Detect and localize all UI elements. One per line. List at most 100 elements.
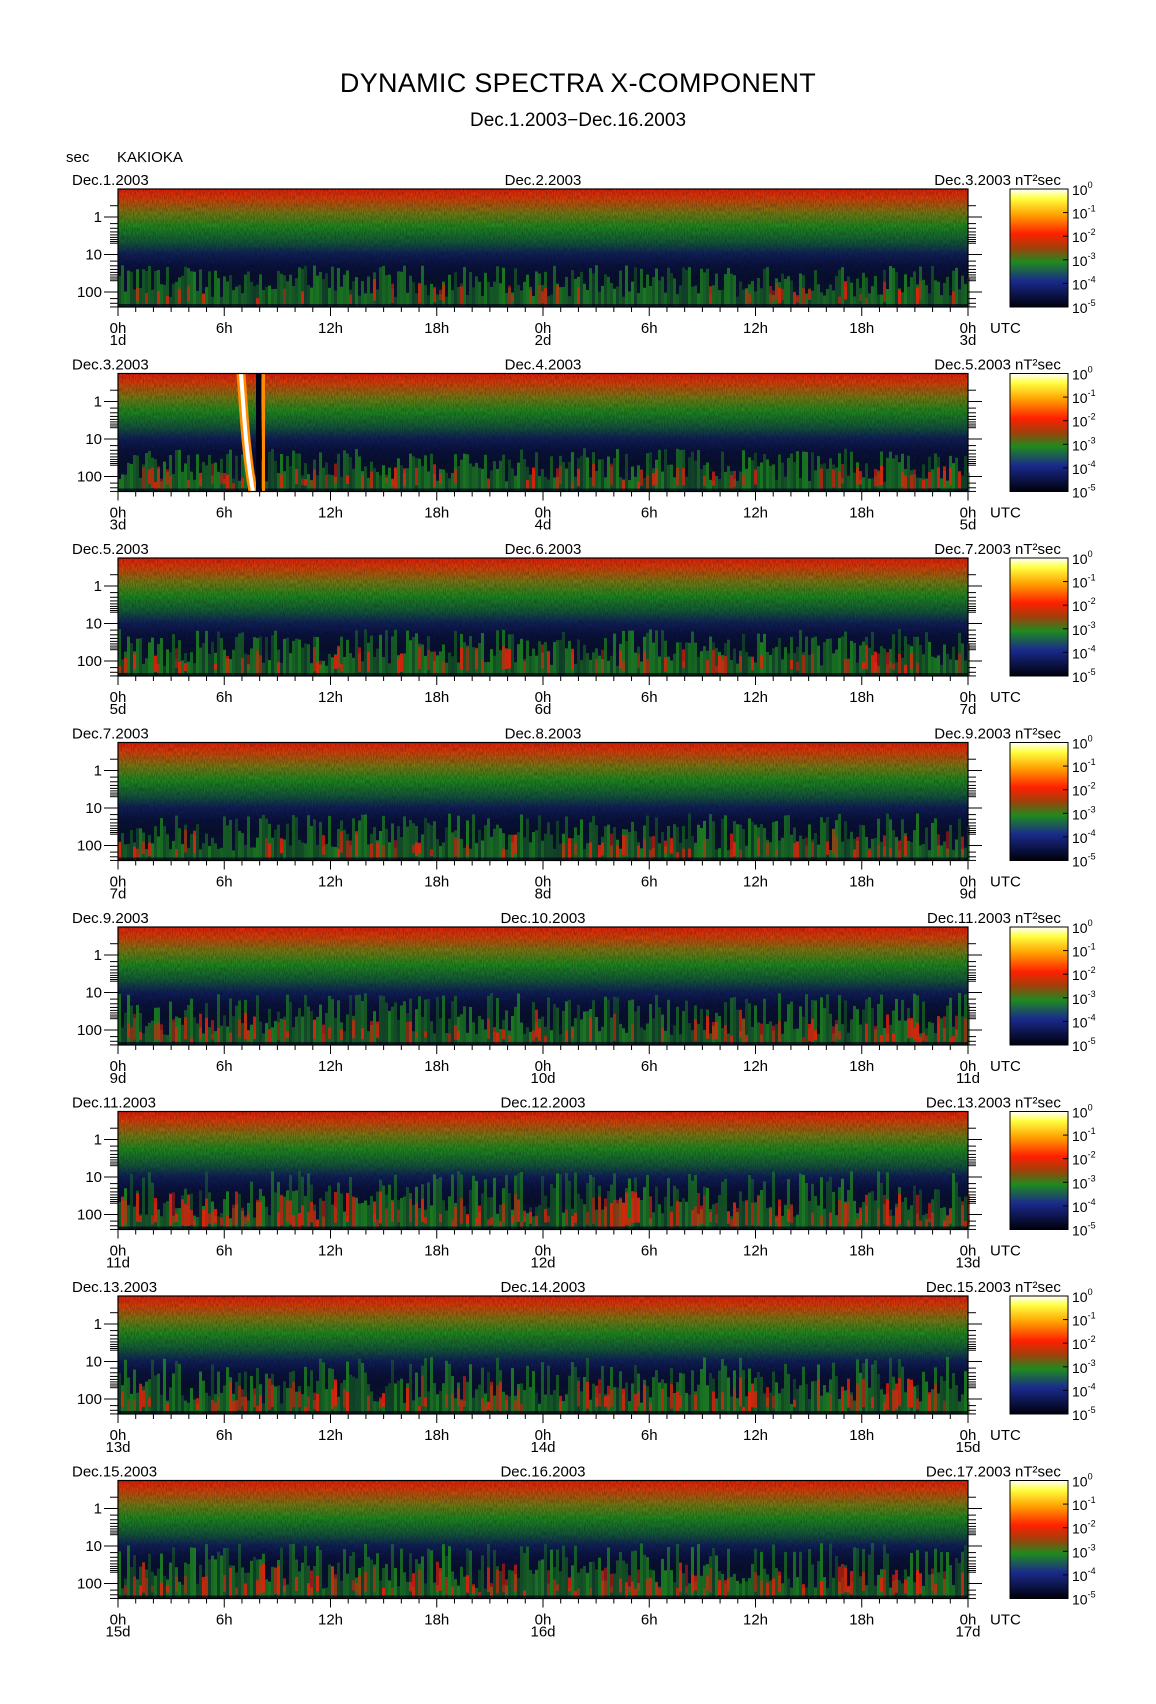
spectrum-column (892, 1010, 895, 1045)
utc-label: UTC (990, 320, 1021, 337)
spectrum-column (568, 1587, 571, 1599)
spectrum-column-strong (307, 1583, 310, 1597)
spectrum-column (445, 827, 448, 861)
spectrum-column (532, 648, 535, 676)
spectrum-column (424, 284, 427, 307)
spectrum-column (244, 458, 247, 492)
spectrum-column (328, 1564, 331, 1599)
spectrum-column (712, 285, 715, 307)
day-label: 11d (106, 1255, 130, 1272)
spectrum-column (190, 1388, 193, 1414)
spectrum-column-strong (883, 281, 886, 302)
spectrum-column (436, 839, 439, 861)
spectrum-column (790, 1001, 793, 1045)
spectrum-column (472, 1397, 475, 1414)
spectrum-column-strong (769, 1208, 772, 1226)
spectrum-column-strong (595, 658, 598, 676)
spectrum-column (316, 275, 319, 307)
spectrum-column-strong (214, 1208, 217, 1224)
spectrum-column (841, 841, 844, 861)
spectrum-column (664, 1383, 667, 1414)
y-tick-label: 1 (94, 1132, 102, 1149)
spectrum-column-strong (253, 1388, 256, 1408)
spectrum-column (814, 636, 817, 676)
spectrum-column-strong (511, 834, 514, 858)
spectrum-column (547, 1365, 550, 1414)
spectrum-column (700, 1368, 703, 1414)
spectrum-column-strong (703, 475, 706, 487)
spectrum-column-strong (820, 1215, 823, 1226)
spectrum-column (766, 267, 769, 307)
spectrum-column (526, 466, 529, 492)
spectrum-column-strong (349, 840, 352, 861)
spectrum-column (721, 818, 724, 861)
spectrum-column (343, 829, 346, 861)
spectrum-column (874, 1360, 877, 1414)
spectrum-column (922, 464, 925, 492)
spectrum-panel-1: Dec.1.2003 Dec.2.2003 Dec.3.2003 nT²sec1101… (72, 172, 1096, 349)
spectrum-column (370, 1196, 373, 1230)
spectrum-column-strong (523, 658, 526, 676)
spectrum-column (565, 276, 568, 307)
spectrum-column (298, 639, 301, 676)
spectrum-column-strong (598, 844, 601, 858)
spectrum-column (340, 476, 343, 492)
spectrum-column (487, 818, 490, 861)
spectrum-column (163, 1575, 166, 1599)
spectrum-column (559, 287, 562, 307)
spectrum-column (325, 1389, 328, 1414)
spectrum-column (505, 849, 508, 861)
spectrum-column (481, 1555, 484, 1599)
spectrum-column-strong (544, 1036, 547, 1044)
spectrum-column-strong (724, 1025, 727, 1042)
spectrum-column (277, 270, 280, 307)
spectrum-column (718, 1195, 721, 1230)
spectrum-column (895, 455, 898, 492)
spectrum-column (790, 834, 793, 861)
spectrum-column (466, 645, 469, 676)
spectrum-column (223, 478, 226, 492)
spectrum-column-strong (733, 842, 736, 857)
day-label: 16d (530, 1624, 555, 1641)
spectrum-column-strong (643, 838, 646, 859)
spectrum-column (133, 1206, 136, 1230)
spectrum-column (289, 466, 292, 492)
spectrum-column (253, 637, 256, 676)
spectrum-column (736, 1009, 739, 1045)
spectrum-column-strong (652, 473, 655, 486)
spectrum-column-strong (571, 1216, 574, 1228)
spectrum-column (499, 828, 502, 861)
spectrum-column-strong (193, 1219, 196, 1226)
spectrum-column-strong (322, 1024, 325, 1045)
spectrum-column (748, 656, 751, 676)
spectrum-column (742, 450, 745, 492)
spectrum-column-strong (961, 836, 964, 856)
spectrum-column (274, 1020, 277, 1045)
spectrum-column-strong (619, 1197, 622, 1228)
x-tick-label: 6h (216, 320, 233, 337)
spectrum-column (412, 823, 415, 861)
spectrum-column (763, 1393, 766, 1414)
spectrum-column (514, 662, 517, 676)
spectrum-column (463, 642, 466, 676)
spectrum-column (352, 818, 355, 861)
spectrum-column (592, 1000, 595, 1045)
spectrum-column (586, 457, 589, 492)
spectrum-column (220, 296, 223, 307)
spectrum-column (490, 470, 493, 492)
colorbar (1009, 742, 1069, 861)
spectrum-column (943, 282, 946, 307)
spectrum-column (562, 1545, 565, 1599)
spectrum-column (526, 1546, 529, 1599)
spectrum-column (790, 280, 793, 307)
spectrum-column (892, 1215, 895, 1230)
spectrum-column (838, 995, 841, 1045)
spectrum-column (271, 837, 274, 861)
spectrum-column-strong (256, 650, 259, 676)
spectrum-column (553, 1188, 556, 1230)
spectrum-column-strong (877, 653, 880, 676)
day-label: 6d (535, 701, 552, 718)
spectrum-column (721, 289, 724, 307)
spectrum-column (787, 1578, 790, 1599)
spectrum-column-strong (508, 285, 511, 305)
